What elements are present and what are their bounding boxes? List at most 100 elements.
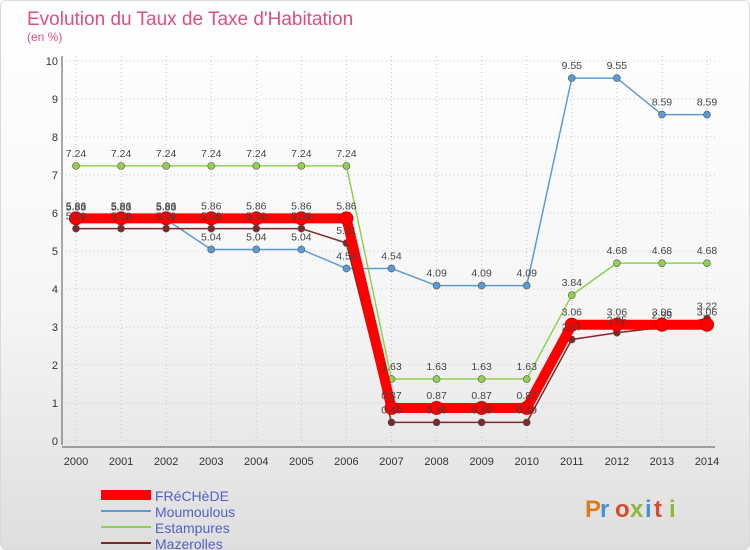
data-label: 5.59 [156,211,177,223]
data-point [519,400,534,415]
data-label: 0.87 [426,390,447,402]
x-axis-ticks: 2000 2001 2002 2003 2004 2005 2006 2007 2008 2009… [64,456,719,468]
data-point [567,291,576,299]
series-layer [69,74,714,427]
data-label: 3.84 [562,277,583,289]
x-tick-label: 2004 [244,456,268,468]
data-label: 0.87 [381,390,402,402]
x-tick-label: 2013 [650,456,674,468]
data-label: 2.85 [607,315,628,327]
data-point [522,281,531,290]
legend-label: Moumoulous [155,504,235,520]
logo-letter: i [645,496,652,523]
data-label: 7.24 [111,148,132,160]
data-label: 7.24 [336,148,357,160]
data-label: 4.09 [426,268,447,280]
data-point [700,317,714,332]
y-tick-label: 3 [52,322,58,334]
data-label: 5.83 [156,201,177,213]
data-point [207,162,216,170]
x-tick-label: 2014 [695,456,719,468]
data-point [703,259,711,267]
data-point [252,162,261,170]
data-label: 5.83 [111,201,132,213]
data-point [477,375,486,383]
data-point [342,162,351,170]
data-point [522,418,531,427]
logo-letter: x [630,496,644,523]
data-label: 5.59 [111,211,132,223]
data-label: 4.54 [336,250,357,262]
data-point [297,245,306,254]
data-label: 0.49 [471,404,492,416]
data-point [477,281,486,290]
data-point [564,317,579,332]
data-point [162,224,170,233]
data-label: 2.99 [652,309,673,321]
y-tick-label: 2 [52,360,58,372]
data-label: 4.09 [516,268,537,280]
legend-label: Estampures [155,520,230,536]
data-label: 5.86 [66,200,87,212]
data-label: 0.49 [381,404,402,416]
data-label: 0.49 [426,404,447,416]
data-label: 4.09 [471,268,492,280]
data-label: 1.63 [381,361,402,373]
x-tick-label: 2005 [289,456,313,468]
data-label: 7.24 [66,148,87,160]
y-tick-label: 6 [52,208,58,220]
data-label: 5.86 [291,200,312,212]
data-point [294,211,309,226]
logo-letter: r [600,496,609,523]
data-point [252,245,261,254]
data-point [204,211,219,226]
data-point [117,162,125,170]
data-label: 4.68 [697,245,718,257]
y-tick-label: 7 [52,170,58,182]
chart-subtitle: (en %) [27,30,62,44]
data-point [339,211,354,226]
data-point [432,375,441,383]
data-label: 4.68 [607,245,628,257]
data-point [654,317,669,332]
x-tick-label: 2012 [605,456,629,468]
data-label: 7.24 [156,148,177,160]
data-label: 7.24 [201,148,222,160]
y-axis-ticks: 0 1 2 3 4 5 6 7 8 9 10 [46,56,58,448]
data-point [117,224,125,233]
y-tick-label: 8 [52,132,58,144]
data-label: 1.63 [516,361,537,373]
data-point [609,317,624,332]
x-tick-label: 2009 [469,456,493,468]
data-label: 5.21 [336,225,357,237]
data-point [72,162,80,170]
data-label: 8.59 [697,97,718,109]
data-label: 5.86 [336,200,357,212]
data-label: 4.68 [652,245,673,257]
legend-label: FRéCHèDE [155,488,229,504]
data-point [387,418,396,427]
y-tick-label: 10 [46,56,58,68]
data-label: 0.87 [516,390,537,402]
data-point [613,74,621,82]
data-label: 9.55 [562,60,583,72]
data-point [159,211,174,226]
data-point [72,224,80,233]
data-label: 0.87 [471,390,492,402]
data-label: 5.04 [246,231,267,243]
data-point [567,74,576,82]
data-label: 3.06 [607,307,628,319]
logo-letter: o [615,496,630,523]
data-label: 5.59 [201,211,222,223]
data-point [162,162,170,170]
data-point [114,211,129,226]
data-label: 5.86 [201,200,222,212]
x-tick-label: 2003 [199,456,223,468]
data-label: 5.86 [246,200,267,212]
data-point [703,110,711,119]
data-point [432,418,441,427]
y-tick-label: 9 [52,94,58,106]
